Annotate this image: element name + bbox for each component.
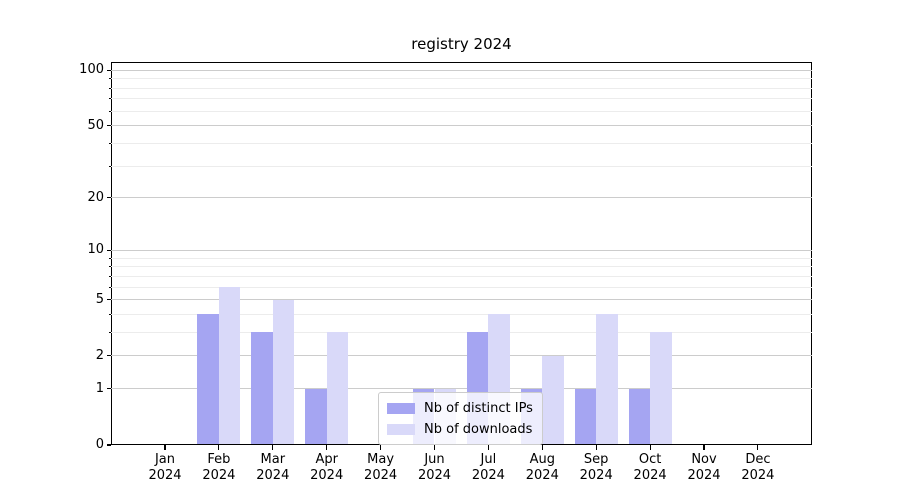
x-axis-tick xyxy=(487,445,489,450)
y-tick-label: 50 xyxy=(87,117,104,133)
gridline-major xyxy=(111,69,812,71)
x-tick-label: Oct 2024 xyxy=(633,452,667,483)
y-axis-tick xyxy=(106,388,111,390)
y-axis-minor-tick xyxy=(108,266,111,268)
legend-label-downloads: Nb of downloads xyxy=(424,421,533,437)
gridline-minor xyxy=(111,331,812,333)
y-axis-minor-tick xyxy=(108,143,111,145)
gridline-minor xyxy=(111,110,812,112)
gridline-minor xyxy=(111,275,812,277)
bar-downloads-oct xyxy=(650,332,672,444)
gridline-minor xyxy=(111,313,812,315)
x-tick-label: Sep 2024 xyxy=(579,452,613,483)
legend-label-distinct-ips: Nb of distinct IPs xyxy=(424,400,533,416)
bar-distinct-ips-oct xyxy=(628,388,651,444)
legend-item-distinct-ips: Nb of distinct IPs xyxy=(387,399,533,417)
x-axis-tick xyxy=(433,445,436,450)
y-axis-minor-tick xyxy=(108,313,111,315)
gridline-minor xyxy=(111,286,812,288)
y-axis-tick xyxy=(106,69,111,71)
gridline-major xyxy=(111,197,812,199)
x-axis-tick xyxy=(326,445,328,450)
gridline-minor xyxy=(111,98,812,100)
y-tick-label: 1 xyxy=(95,380,104,396)
y-tick-label: 0 xyxy=(95,437,104,452)
x-axis-tick xyxy=(595,445,597,450)
gridline-minor xyxy=(111,266,812,268)
y-tick-label: 2 xyxy=(95,347,104,363)
y-axis-minor-tick xyxy=(108,110,111,112)
gridline-minor xyxy=(111,143,812,145)
y-tick-label: 10 xyxy=(87,242,104,258)
legend-item-downloads: Nb of downloads xyxy=(387,420,533,438)
x-tick-label: Mar 2024 xyxy=(256,452,290,483)
x-tick-label: Feb 2024 xyxy=(202,452,236,483)
y-axis-tick xyxy=(106,298,111,301)
gridline-major xyxy=(111,125,812,127)
bar-downloads-feb xyxy=(218,287,241,444)
x-axis-tick xyxy=(703,445,705,450)
legend-swatch-downloads xyxy=(387,423,415,435)
y-axis-minor-tick xyxy=(108,257,111,259)
y-axis-minor-tick xyxy=(108,98,111,100)
y-axis-tick xyxy=(106,444,111,446)
gridline-minor xyxy=(111,165,812,167)
y-axis-minor-tick xyxy=(108,87,111,89)
x-tick-label: Dec 2024 xyxy=(741,452,775,483)
x-axis-tick xyxy=(164,445,166,450)
y-axis-minor-tick xyxy=(108,275,111,277)
y-axis-tick xyxy=(106,125,111,127)
chart-title: registry 2024 xyxy=(411,35,512,53)
bar-distinct-ips-mar xyxy=(251,332,273,444)
x-tick-label: Nov 2024 xyxy=(687,452,721,483)
x-tick-label: Jul 2024 xyxy=(471,452,505,483)
y-axis-minor-tick xyxy=(108,78,111,80)
y-axis-minor-tick xyxy=(108,331,111,333)
y-axis-minor-tick xyxy=(108,286,111,288)
gridline-minor xyxy=(111,87,812,89)
x-tick-label: Jun 2024 xyxy=(417,452,452,483)
bar-distinct-ips-apr xyxy=(305,388,327,444)
y-tick-label: 20 xyxy=(87,189,104,205)
bar-downloads-aug xyxy=(542,355,564,444)
bar-downloads-sep xyxy=(596,314,618,444)
y-tick-label: 100 xyxy=(79,62,104,78)
gridline-major xyxy=(111,299,812,301)
legend: Nb of distinct IPs Nb of downloads xyxy=(378,392,543,445)
gridline-minor xyxy=(111,78,812,80)
bar-downloads-apr xyxy=(326,332,349,444)
gridline-major xyxy=(111,388,812,390)
x-tick-label: May 2024 xyxy=(364,452,398,483)
gridline-minor xyxy=(111,257,812,259)
y-tick-label: 5 xyxy=(95,291,104,307)
x-tick-label: Apr 2024 xyxy=(310,452,344,483)
x-tick-label: Aug 2024 xyxy=(525,452,559,483)
y-axis-tick xyxy=(106,249,111,251)
bar-distinct-ips-feb xyxy=(197,314,219,444)
x-axis-tick xyxy=(649,445,651,450)
gridline-major xyxy=(111,249,812,251)
x-axis-tick xyxy=(380,445,382,450)
x-axis-tick xyxy=(218,445,220,450)
y-axis-tick xyxy=(106,197,111,199)
y-axis-tick xyxy=(106,355,111,357)
x-axis-tick xyxy=(757,445,759,450)
gridline-major xyxy=(111,355,812,357)
legend-swatch-distinct-ips xyxy=(387,402,415,414)
bar-distinct-ips-sep xyxy=(574,388,597,444)
bar-downloads-mar xyxy=(272,299,295,444)
x-axis-tick xyxy=(541,445,543,450)
x-tick-label: Jan 2024 xyxy=(148,452,182,483)
y-axis-minor-tick xyxy=(108,165,111,167)
x-axis-tick xyxy=(272,445,274,450)
